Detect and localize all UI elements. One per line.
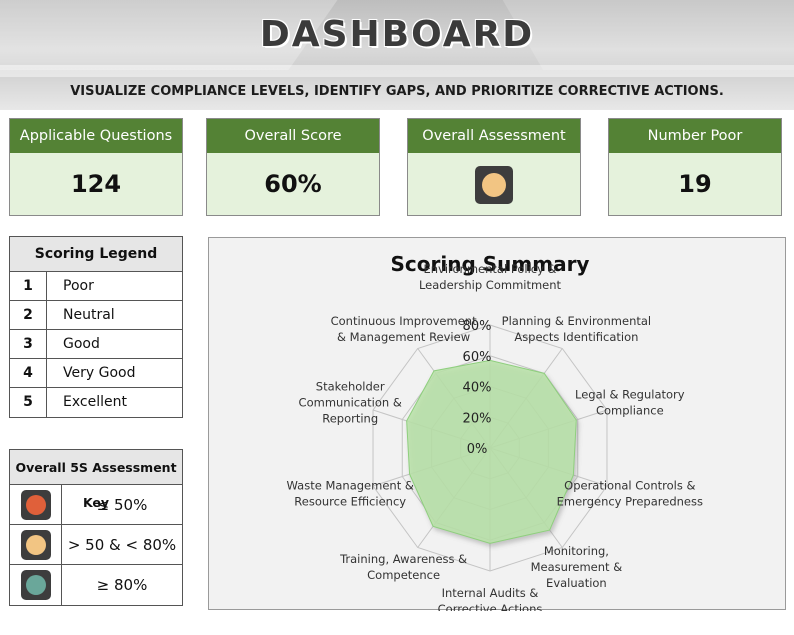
category-label: Environmental Policy & — [423, 262, 556, 276]
legend-text: Excellent — [63, 394, 127, 410]
legend-row: 3 Good — [10, 330, 182, 359]
kpi-label: Overall Assessment — [408, 119, 580, 153]
category-label: Compliance — [596, 404, 664, 418]
scoring-legend-table: Scoring Legend 1 Poor 2 Neutral 3 Good 4 Ver… — [9, 236, 183, 418]
kpi-applicable-questions: Applicable Questions 124 — [9, 118, 183, 216]
key-threshold-text: ≥ 80% — [96, 576, 148, 594]
category-label: Operational Controls & — [564, 478, 695, 492]
key-threshold-text: ≤ 50% — [96, 496, 148, 514]
legend-number: 5 — [10, 388, 47, 417]
category-label: Aspects Identification — [514, 330, 638, 344]
amber-status-light-icon — [20, 529, 51, 560]
green-status-light-icon — [20, 570, 51, 600]
legend-number: 4 — [10, 359, 47, 387]
status-dot-icon — [25, 494, 46, 515]
kpi-label: Overall Score — [207, 119, 379, 153]
legend-row: 1 Poor — [10, 272, 182, 301]
legend-text: Good — [63, 336, 100, 352]
assessment-key-title: Overall 5S Assessment Key — [10, 450, 182, 510]
legend-number: 1 — [10, 272, 47, 300]
chart-title: Scoring Summary — [391, 252, 590, 276]
tick-label: 20% — [463, 411, 492, 426]
legend-text: Very Good — [63, 365, 136, 381]
legend-row: 2 Neutral — [10, 301, 182, 330]
tick-label: 80% — [463, 319, 492, 334]
header-band — [0, 65, 794, 77]
status-dot-icon — [25, 534, 46, 555]
category-label: Competence — [367, 568, 440, 582]
kpi-overall-assessment: Overall Assessment — [407, 118, 581, 216]
page-title: DASHBOARD — [259, 14, 535, 55]
assessment-key-table: Overall 5S Assessment Key ≤ 50% > 50 & <… — [9, 449, 183, 606]
category-label: Internal Audits & — [442, 586, 539, 600]
legend-text: Neutral — [63, 307, 115, 323]
category-label: Monitoring, — [544, 544, 609, 558]
radar-chart: Scoring Summary 0% 20% 40% 60% 80% Environment… — [287, 252, 703, 611]
kpi-value: 124 — [70, 170, 122, 198]
key-indicator-cell — [10, 565, 62, 605]
category-label: Corrective Actions — [438, 602, 543, 611]
status-dot-icon — [25, 575, 46, 595]
tick-label: 0% — [467, 442, 488, 457]
category-label: Legal & Regulatory — [575, 388, 685, 402]
scoring-legend-title: Scoring Legend — [10, 237, 182, 272]
legend-text: Poor — [63, 278, 94, 294]
category-label: Continuous Improvement — [331, 314, 477, 328]
assessment-status-indicator-icon — [475, 166, 513, 204]
kpi-label: Applicable Questions — [10, 119, 182, 153]
category-label: Planning & Environmental — [502, 314, 652, 328]
page-subtitle: VISUALIZE COMPLIANCE LEVELS, IDENTIFY GA… — [70, 84, 724, 99]
key-indicator-cell — [10, 485, 62, 524]
kpi-indicator-cell — [408, 153, 580, 215]
key-indicator-cell — [10, 525, 62, 564]
legend-number: 3 — [10, 330, 47, 358]
category-label: Evaluation — [546, 576, 607, 590]
category-label: Emergency Preparedness — [557, 494, 703, 508]
tick-label: 60% — [463, 350, 492, 365]
category-label: Measurement & — [531, 560, 623, 574]
scoring-summary-chart: Scoring Summary 0% 20% 40% 60% 80% Environment… — [208, 237, 786, 611]
category-label: Waste Management & — [287, 478, 414, 492]
tick-label: 40% — [463, 381, 492, 396]
kpi-value: 60% — [264, 170, 322, 198]
category-label: Reporting — [322, 412, 378, 426]
data-series-area — [406, 359, 577, 544]
status-light-icon — [482, 173, 506, 197]
key-row: > 50 & < 80% — [10, 525, 182, 565]
kpi-value: 19 — [678, 170, 712, 198]
category-label: Training, Awareness & — [339, 552, 467, 566]
key-row: ≥ 80% — [10, 565, 182, 605]
key-threshold-text: > 50 & < 80% — [67, 536, 177, 554]
kpi-label: Number Poor — [609, 119, 781, 153]
category-label: & Management Review — [337, 330, 470, 344]
category-label: Leadership Commitment — [419, 278, 562, 292]
category-label: Stakeholder — [316, 380, 385, 394]
legend-row: 4 Very Good — [10, 359, 182, 388]
legend-row: 5 Excellent — [10, 388, 182, 417]
key-row: ≤ 50% — [10, 485, 182, 525]
kpi-overall-score: Overall Score 60% — [206, 118, 380, 216]
category-label: Communication & — [299, 396, 402, 410]
kpi-number-poor: Number Poor 19 — [608, 118, 782, 216]
dashboard-header: DASHBOARD VISUALIZE COMPLIANCE LEVELS, I… — [0, 0, 794, 110]
legend-number: 2 — [10, 301, 47, 329]
category-label: Resource Efficiency — [294, 494, 406, 508]
red-status-light-icon — [20, 489, 51, 520]
